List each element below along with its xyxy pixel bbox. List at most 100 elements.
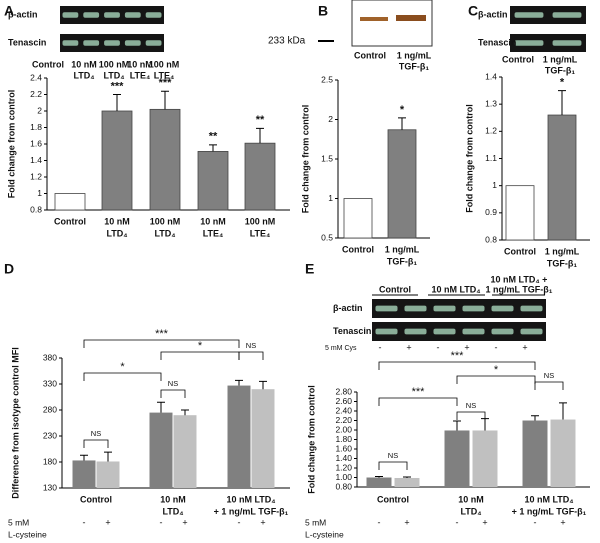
- y-tick-label: 2.2: [30, 89, 42, 99]
- panel-label: D: [4, 261, 14, 277]
- lane-label: 10 nM: [71, 59, 97, 69]
- y-axis-label: Difference from isotype control MFI: [10, 347, 20, 499]
- x-tick-label: LTD₄: [154, 228, 175, 238]
- x-tick-label: LTD₄: [162, 506, 183, 516]
- comparison-bracket: [83, 339, 240, 348]
- bar: [343, 198, 373, 239]
- error-bar: [161, 90, 169, 110]
- x-tick-label: 10 nM LTD₄: [524, 494, 573, 504]
- y-tick-label: 1.4: [30, 155, 42, 165]
- x-tick-label: 10 nM: [104, 216, 130, 226]
- treatment-sign: +: [560, 517, 565, 527]
- blot-treatment-sign: +: [522, 342, 527, 352]
- treatment-sign: -: [160, 517, 163, 527]
- gel-band: [491, 305, 514, 312]
- treatment-sign: -: [83, 517, 86, 527]
- y-axis-label: Fold change from control: [306, 385, 316, 494]
- comparison-bracket: [83, 372, 162, 381]
- x-tick-label: TGF-β₁: [387, 256, 417, 266]
- error-bar: [157, 401, 165, 413]
- x-tick-label: Control: [504, 246, 536, 256]
- blot-treatment-sign: -: [379, 342, 382, 352]
- x-tick-label: LTD₄: [106, 228, 127, 238]
- treatment-sign: +: [260, 517, 265, 527]
- bar: [505, 185, 535, 241]
- comparison-bracket: [456, 375, 536, 384]
- bar: [387, 129, 417, 239]
- lane-header: 10 nM LTD₄: [431, 284, 480, 294]
- y-tick-label: 1: [328, 193, 333, 203]
- gel-band: [62, 40, 79, 46]
- gel-band: [124, 40, 141, 46]
- gel-band: [491, 328, 514, 335]
- comparison-bracket: [83, 439, 109, 448]
- treatment-sign: -: [456, 517, 459, 527]
- significance: **: [256, 114, 265, 126]
- y-tick-label: 1.1: [485, 153, 497, 163]
- bar: [149, 412, 173, 488]
- gel: [510, 34, 586, 52]
- bar: [472, 430, 498, 487]
- bar: [522, 420, 548, 487]
- error-bar: [531, 415, 539, 421]
- x-tick-label: LTD₄: [460, 506, 481, 516]
- treatment-sign: -: [378, 517, 381, 527]
- gel-band: [514, 12, 544, 18]
- x-tick-label: 1 ng/mL: [545, 246, 580, 256]
- lane-label: LTE₄: [154, 70, 175, 80]
- error-bar: [453, 420, 461, 431]
- lane-label: LTD₄: [73, 70, 94, 80]
- error-bar: [104, 451, 112, 462]
- error-bar: [256, 127, 264, 144]
- bar: [173, 415, 197, 488]
- y-tick-label: 2.4: [30, 72, 42, 82]
- error-bar: [403, 476, 411, 478]
- y-axis-label: Fold change from control: [6, 90, 16, 199]
- error-bar: [398, 117, 406, 130]
- lane-label: Control: [32, 59, 64, 69]
- comparison-label: *: [198, 340, 203, 352]
- gel-band: [375, 305, 398, 312]
- bar: [550, 419, 576, 487]
- x-tick-label: 10 nM: [200, 216, 226, 226]
- gel-band: [104, 40, 120, 46]
- bar: [251, 389, 275, 488]
- treatment-sign: +: [482, 517, 487, 527]
- y-tick-label: 380: [43, 352, 57, 362]
- y-tick-label: 2: [37, 105, 42, 115]
- lane-header: 1 ng/mL TGF-β₁: [485, 284, 552, 294]
- x-tick-label: Control: [377, 494, 409, 504]
- bar: [197, 151, 229, 211]
- comparison-label: ***: [155, 328, 169, 340]
- gel-band: [462, 305, 485, 312]
- treatment-label: 5 mM: [8, 517, 29, 527]
- gel-band: [145, 12, 162, 18]
- x-tick-label: LTE₄: [250, 228, 271, 238]
- lane-label: 10 nM: [127, 59, 153, 69]
- gel-band: [62, 12, 79, 18]
- x-tick-label: Control: [54, 216, 86, 226]
- error-bar: [558, 90, 566, 116]
- blot-band: [360, 17, 388, 21]
- blot-treatment-sign: -: [495, 342, 498, 352]
- error-bar: [259, 380, 267, 390]
- bar: [547, 114, 577, 241]
- y-axis-label: Fold change from control: [464, 104, 474, 213]
- bar: [72, 460, 96, 488]
- x-tick-label: 100 nM: [245, 216, 276, 226]
- x-tick-label: + 1 ng/mL TGF-β₁: [214, 506, 289, 516]
- lane-label: TGF-β₁: [545, 65, 575, 75]
- significance: **: [209, 131, 218, 143]
- error-bar: [375, 476, 383, 478]
- lane-label: 1 ng/mL: [543, 54, 578, 64]
- lane-label: TGF-β₁: [399, 61, 429, 71]
- treatment-label: L-cysteine: [305, 529, 344, 539]
- comparison-label: NS: [91, 429, 101, 438]
- comparison-bracket: [534, 381, 564, 390]
- treatment-sign: -: [534, 517, 537, 527]
- comparison-label: ***: [412, 386, 426, 398]
- comparison-label: *: [494, 364, 499, 376]
- x-tick-label: Control: [342, 244, 374, 254]
- significance: ***: [111, 80, 125, 92]
- lane-label: 100 nM: [149, 59, 180, 69]
